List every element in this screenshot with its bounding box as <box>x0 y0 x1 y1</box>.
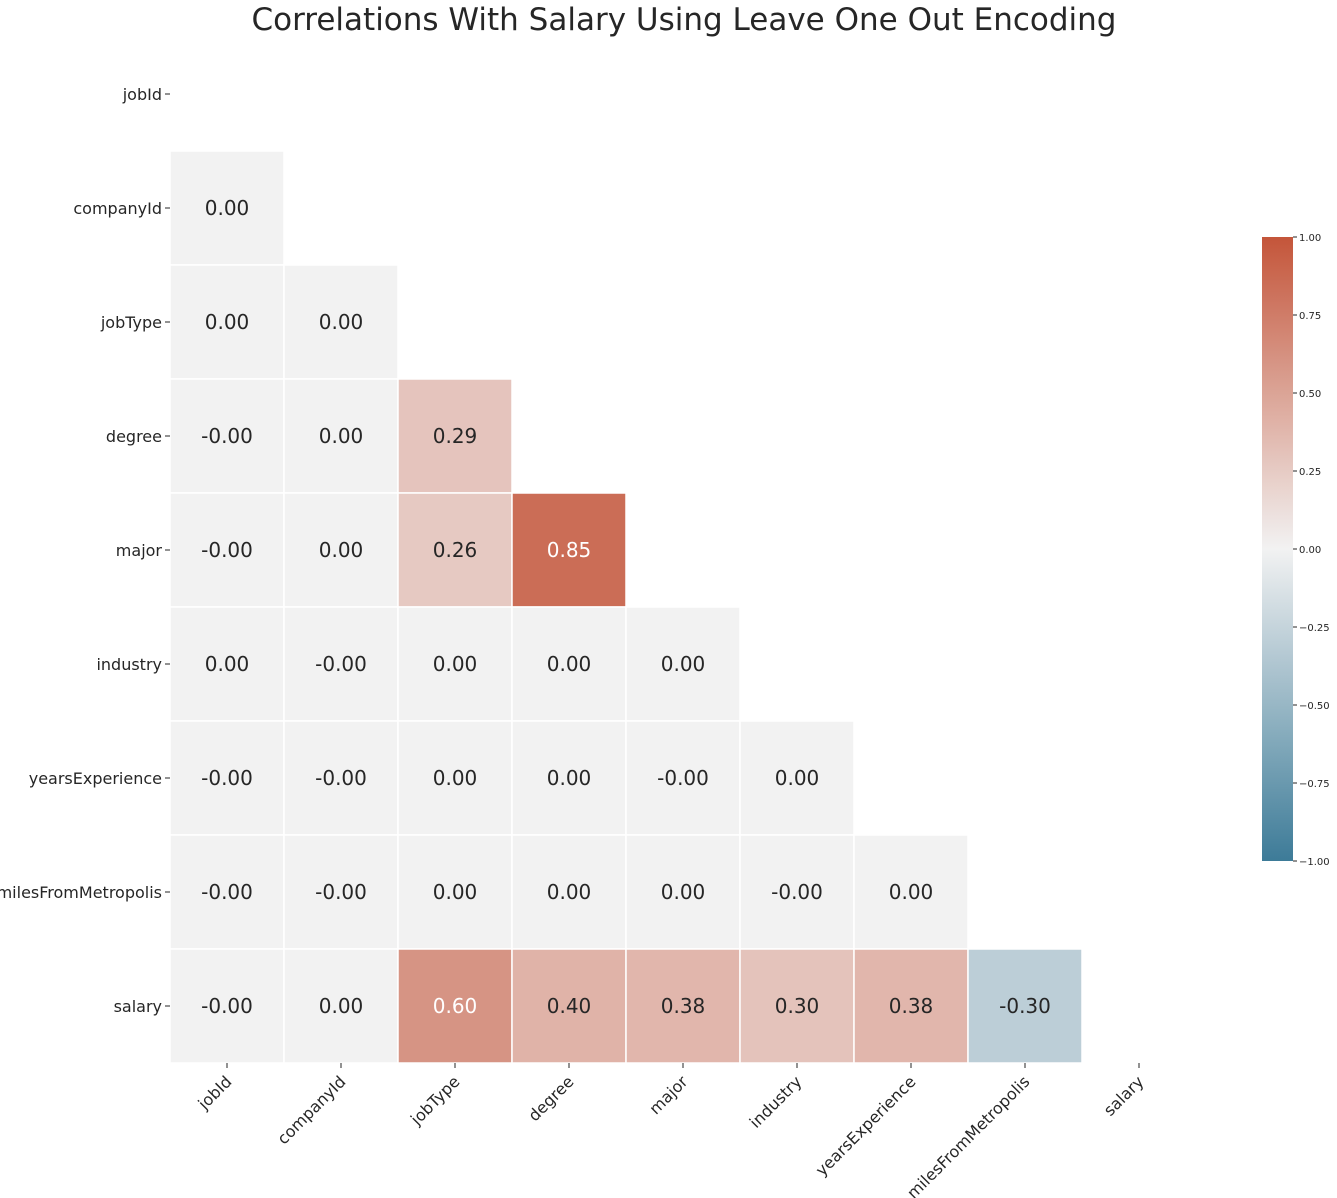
heatmap-cell <box>283 378 399 494</box>
cell-annotation: -0.00 <box>315 652 367 676</box>
colorbar-bar <box>1262 237 1293 861</box>
cell-annotation: 0.40 <box>547 994 592 1018</box>
chart-title: Correlations With Salary Using Leave One… <box>251 2 1116 38</box>
colorbar-tick-label: −0.50 <box>1299 701 1330 712</box>
heatmap-cell <box>283 834 399 950</box>
y-tick-label: industry <box>96 655 162 674</box>
cell-annotation: 0.00 <box>433 880 478 904</box>
cell-annotation: 0.00 <box>205 652 250 676</box>
cell-annotation: -0.00 <box>201 424 253 448</box>
heatmap-cells <box>169 150 1083 1064</box>
x-tick-label: jobId <box>194 1072 236 1114</box>
column-labels: jobId companyId jobType degree major industry… <box>194 1063 1148 1198</box>
colorbar-tick-label: −1.00 <box>1299 857 1330 868</box>
x-tick-label: major <box>645 1072 691 1118</box>
y-tick-label: yearsExperience <box>29 769 162 788</box>
cell-annotation: -0.00 <box>201 766 253 790</box>
heatmap-cell <box>853 834 969 950</box>
heatmap-cell <box>967 948 1083 1064</box>
y-tick-label: salary <box>114 997 162 1016</box>
cell-annotation: 0.29 <box>433 424 478 448</box>
heatmap-cell <box>739 720 855 836</box>
cell-annotation: 0.00 <box>547 652 592 676</box>
heatmap-cell <box>511 834 627 950</box>
heatmap-cell <box>511 492 627 608</box>
cell-annotation: -0.00 <box>657 766 709 790</box>
heatmap-cell <box>169 264 285 380</box>
heatmap-cell <box>169 150 285 266</box>
colorbar-tick-label: 0.00 <box>1299 545 1321 556</box>
cell-annotation: -0.00 <box>201 880 253 904</box>
colorbar-tick-label: 0.75 <box>1299 311 1321 322</box>
cell-annotation: -0.00 <box>201 538 253 562</box>
cell-annotation: 0.60 <box>433 994 478 1018</box>
cell-annotation: 0.00 <box>319 994 364 1018</box>
cell-annotation: 0.00 <box>205 196 250 220</box>
cell-annotation: -0.00 <box>315 880 367 904</box>
heatmap-cell <box>397 606 513 722</box>
cell-annotation: 0.00 <box>319 538 364 562</box>
cell-annotation: 0.30 <box>775 994 820 1018</box>
cell-annotation: 0.26 <box>433 538 478 562</box>
heatmap-cell <box>283 264 399 380</box>
x-tick-label: salary <box>1100 1072 1148 1120</box>
cell-annotation: 0.00 <box>433 766 478 790</box>
cell-annotation: 0.00 <box>433 652 478 676</box>
cell-annotation: 0.00 <box>319 310 364 334</box>
heatmap-cell <box>625 606 741 722</box>
heatmap-cell <box>283 606 399 722</box>
heatmap-cell <box>283 492 399 608</box>
cell-annotation: 0.38 <box>661 994 706 1018</box>
y-tick-label: degree <box>106 427 162 446</box>
heatmap-cell <box>853 948 969 1064</box>
heatmap-cell <box>397 720 513 836</box>
colorbar: 1.00 0.75 0.50 0.25 0.00 −0.25 −0.50 −0.75 −1.00 <box>1262 233 1330 868</box>
row-labels: jobId companyId jobType degree major industry… <box>0 85 170 1016</box>
heatmap-cell <box>625 720 741 836</box>
cell-annotation: 0.00 <box>889 880 934 904</box>
heatmap-cell <box>511 720 627 836</box>
y-tick-label: milesFromMetropolis <box>0 883 162 902</box>
heatmap-cell <box>511 606 627 722</box>
y-tick-label: jobId <box>122 85 162 104</box>
cell-annotation: 0.00 <box>547 880 592 904</box>
heatmap-cell <box>169 948 285 1064</box>
x-tick-label: industry <box>746 1072 806 1132</box>
colorbar-tick-label: 0.25 <box>1299 467 1321 478</box>
heatmap-cell <box>169 834 285 950</box>
cell-annotation: 0.00 <box>205 310 250 334</box>
cell-annotation: -0.00 <box>315 766 367 790</box>
cell-annotation: 0.00 <box>775 766 820 790</box>
heatmap-cell <box>283 720 399 836</box>
cell-annotation: 0.00 <box>319 424 364 448</box>
cell-annotation: 0.00 <box>547 766 592 790</box>
cell-annotation: 0.38 <box>889 994 934 1018</box>
x-tick-label: companyId <box>273 1072 349 1148</box>
colorbar-tick-label: −0.75 <box>1299 779 1330 790</box>
y-tick-label: major <box>116 541 163 560</box>
heatmap-annotations: 0.00 0.00 0.00 -0.00 0.00 0.29 -0.00 0.00 0.26 0.… <box>201 196 1051 1018</box>
cell-annotation: -0.00 <box>201 994 253 1018</box>
cell-annotation: 0.85 <box>547 538 592 562</box>
y-tick-label: companyId <box>73 199 162 218</box>
heatmap-cell <box>739 834 855 950</box>
cell-annotation: 0.00 <box>661 880 706 904</box>
cell-annotation: 0.00 <box>661 652 706 676</box>
y-tick-label: jobType <box>100 313 162 332</box>
heatmap-cell <box>397 378 513 494</box>
colorbar-tick-label: 1.00 <box>1299 233 1321 244</box>
x-tick-label: degree <box>524 1072 577 1125</box>
x-tick-label: jobType <box>406 1072 463 1129</box>
cell-annotation: -0.30 <box>999 994 1051 1018</box>
colorbar-tick-label: −0.25 <box>1299 623 1330 634</box>
heatmap-cell <box>169 378 285 494</box>
cell-annotation: -0.00 <box>771 880 823 904</box>
heatmap-cell <box>397 948 513 1064</box>
colorbar-tick-label: 0.50 <box>1299 389 1321 400</box>
x-tick-label: yearsExperience <box>812 1072 920 1180</box>
x-tick-label: milesFromMetropolis <box>903 1072 1033 1198</box>
